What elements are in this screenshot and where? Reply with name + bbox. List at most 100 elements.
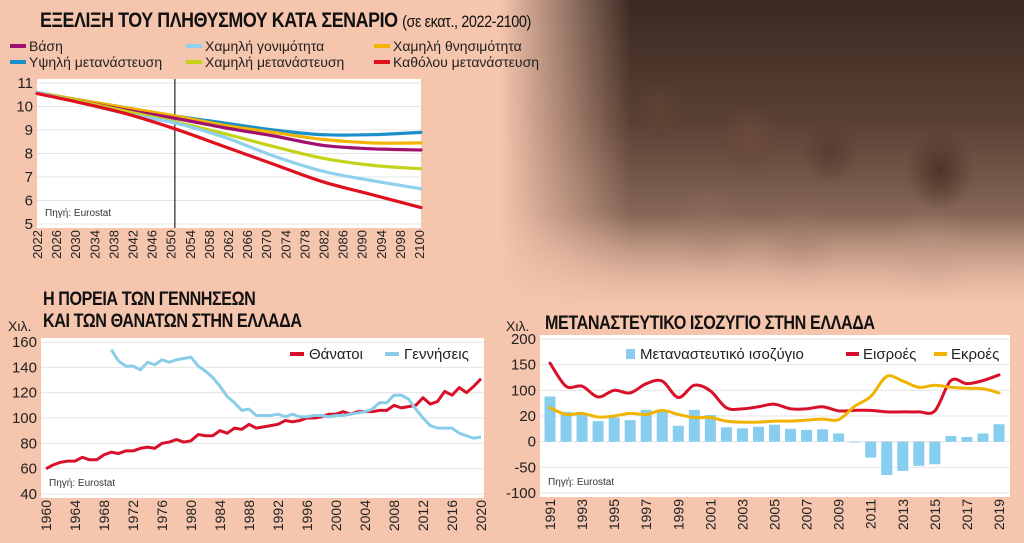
- chart1-ytick-label: 8: [25, 146, 33, 163]
- chart1-xtick-label: 2082: [317, 230, 332, 259]
- chart3-ytick-label: 100: [511, 382, 536, 399]
- legend-label: Βάση: [29, 38, 63, 54]
- chart2-xtick-label: 1960: [38, 500, 54, 531]
- chart3-legend-label: Εκροές: [951, 346, 999, 363]
- chart3-xtick-label: 2019: [991, 499, 1007, 530]
- chart3-bar: [544, 396, 556, 442]
- chart2-legend-label: Θάνατοι: [309, 346, 363, 363]
- chart2-xtick-label: 1972: [125, 500, 141, 531]
- chart3-bar: [865, 441, 877, 458]
- chart2-ytick-label: 40: [20, 486, 37, 503]
- chart1-xtick-label: 2066: [240, 230, 255, 259]
- chart2-xtick-label: 2016: [444, 500, 460, 531]
- chart3-xtick-label: 2001: [702, 499, 718, 530]
- chart3-bar: [977, 433, 989, 442]
- chart3-ytick-label: -50: [514, 459, 536, 476]
- chart1-xtick-label: 2050: [164, 230, 179, 259]
- chart2-ytick-label: 160: [12, 334, 37, 351]
- chart2-series-line: [109, 348, 482, 440]
- chart3-xtick-label: 2009: [831, 499, 847, 530]
- chart3-bar: [688, 409, 700, 442]
- chart1-xtick-label: 2074: [278, 230, 293, 259]
- chart1-xtick-label: 2062: [221, 230, 236, 259]
- chart3-bar: [961, 437, 973, 442]
- chart3-xtick-label: 1993: [574, 499, 590, 530]
- chart1-xtick-label: 2086: [336, 230, 351, 259]
- chart3-bar: [833, 433, 845, 442]
- legend-label: Υψηλή μετανάστευση: [29, 54, 163, 70]
- chart1-xtick-label: 2042: [126, 230, 141, 259]
- chart1-xtick-label: 2070: [259, 230, 274, 259]
- chart3-xtick-label: 1999: [670, 499, 686, 530]
- chart3-legend-label: Μεταναστευτικό ισοζύγιο: [640, 346, 804, 363]
- chart1-legend-item: Χαμηλή θνησιμότητα: [374, 38, 522, 54]
- chart3-xtick-label: 2005: [767, 499, 783, 530]
- chart2-ytick-label: 80: [20, 435, 37, 452]
- chart3-xtick-label: 1997: [638, 499, 654, 530]
- chart3-bar: [672, 425, 684, 442]
- chart1-ytick-label: 7: [25, 169, 33, 186]
- chart1-source: Πηγή: Eurostat: [45, 207, 111, 219]
- chart3-bar: [640, 409, 652, 442]
- chart2-ytick-label: 60: [20, 461, 37, 478]
- chart2-xtick-label: 1988: [241, 500, 257, 531]
- chart1-xtick-label: 2100: [412, 230, 427, 259]
- chart3-legend-label: Εισροές: [863, 346, 916, 363]
- legend-swatch: [374, 60, 390, 64]
- chart1-xtick-label: 2058: [202, 230, 217, 259]
- chart3-xtick-label: 2015: [927, 499, 943, 530]
- chart3-series-line: [548, 374, 1001, 424]
- chart3-unit: Χιλ.: [506, 318, 530, 334]
- chart3-bar: [945, 436, 957, 442]
- chart2-ytick-label: 120: [12, 385, 37, 402]
- legend-swatch: [186, 44, 202, 48]
- chart2-xtick-label: 1968: [96, 500, 112, 531]
- chart3-ytick-label: 0: [528, 434, 536, 451]
- chart3-bar: [736, 428, 748, 442]
- chart2-xtick-label: 1980: [183, 500, 199, 531]
- chart1-legend-item: Καθόλου μετανάστευση: [374, 54, 539, 70]
- chart2-xtick-label: 1964: [67, 500, 83, 531]
- chart1-ytick-label: 10: [16, 99, 33, 116]
- chart3-bar: [801, 429, 813, 442]
- chart3-bar: [849, 441, 861, 443]
- chart1-legend-item: Βάση: [10, 38, 63, 54]
- chart1-legend-item: Χαμηλή μετανάστευση: [186, 54, 344, 70]
- chart1-xtick-label: 2094: [374, 230, 389, 259]
- chart2-source: Πηγή: Eurostat: [49, 477, 115, 489]
- chart3-xtick-label: 2013: [895, 499, 911, 530]
- chart1-ytick-label: 11: [17, 75, 33, 92]
- chart2-title: Η ΠΟΡΕΙΑ ΤΩΝ ΓΕΝΝΗΣΕΩΝ ΚΑΙ ΤΩΝ ΘΑΝΑΤΩΝ Σ…: [43, 289, 302, 333]
- chart2-xtick-label: 1984: [212, 500, 228, 531]
- chart3-legend-swatch: [626, 349, 635, 359]
- chart3-bar: [769, 424, 780, 442]
- chart1-title: ΕΞΕΛΙΞΗ ΤΟΥ ΠΛΗΘΥΣΜΟΥ ΚΑΤΑ ΣΕΝΑΡΙΟ (σε ε…: [40, 9, 531, 33]
- chart3-ytick-label: -100: [506, 485, 536, 502]
- chart1-xtick-label: 2054: [183, 230, 198, 259]
- chart2-xtick-label: 2004: [357, 500, 373, 531]
- chart3-bar: [704, 414, 716, 442]
- chart2-title-line2: ΚΑΙ ΤΩΝ ΘΑΝΑΤΩΝ ΣΤΗΝ ΕΛΛΑΔΑ: [43, 311, 302, 332]
- chart3-bar: [576, 414, 588, 442]
- crowd-photo: [500, 0, 1024, 305]
- chart2-xtick-label: 2012: [415, 500, 431, 531]
- legend-label: Χαμηλή γονιμότητα: [205, 38, 325, 54]
- chart2-ytick-label: 100: [12, 410, 37, 427]
- chart3-bar: [608, 417, 620, 442]
- chart3-ytick-label: 20: [519, 408, 536, 425]
- chart2-xtick-label: 2000: [328, 500, 344, 531]
- chart3-bar: [993, 424, 1005, 442]
- chart1-xtick-label: 2038: [106, 230, 121, 259]
- chart2-ytick-label: 140: [12, 359, 37, 376]
- legend-swatch: [186, 60, 202, 64]
- legend-swatch: [10, 60, 26, 64]
- chart3-bar: [817, 429, 829, 442]
- legend-label: Καθόλου μετανάστευση: [393, 54, 540, 70]
- chart1-ytick-label: 9: [25, 122, 33, 139]
- chart1-xtick-label: 2098: [393, 230, 408, 259]
- chart3-bar: [592, 421, 604, 442]
- chart1-xtick-label: 2046: [145, 230, 160, 259]
- chart2-series-line: [45, 377, 483, 470]
- chart3-source: Πηγή: Eurostat: [548, 476, 614, 488]
- chart1-xtick-label: 2026: [49, 230, 64, 259]
